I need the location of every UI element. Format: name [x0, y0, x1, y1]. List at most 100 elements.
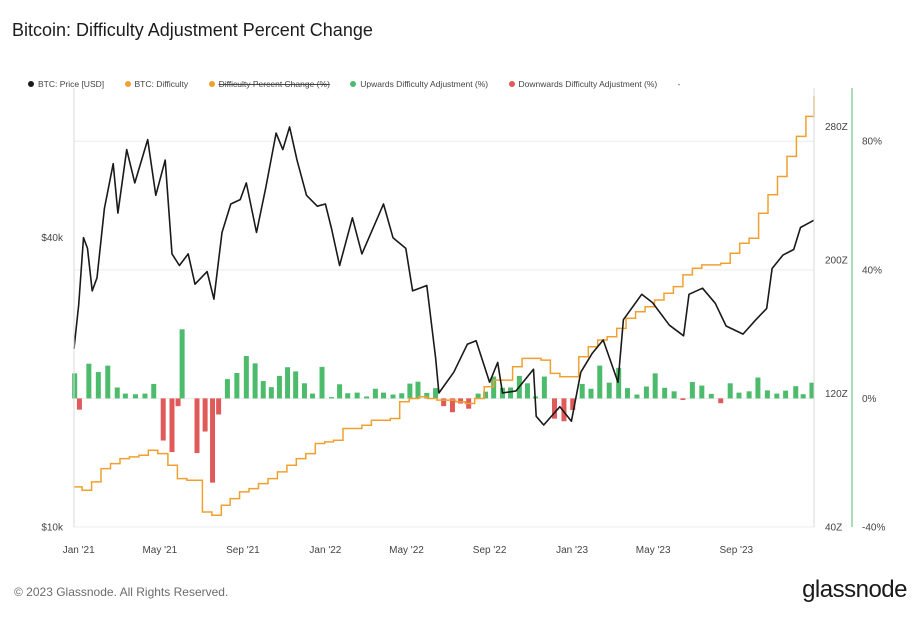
price-line — [73, 126, 815, 426]
bar-39 — [407, 383, 413, 399]
x-tick-2: Sep '21 — [226, 545, 260, 556]
bar-83 — [800, 394, 806, 399]
bar-14 — [194, 398, 200, 454]
bar-5 — [114, 387, 120, 399]
legend-swatch-difficulty — [124, 80, 131, 87]
bar-0 — [72, 373, 78, 399]
bar-65 — [634, 394, 640, 399]
chart-legend: BTC: Price [USD] BTC: Difficulty Difficu… — [28, 79, 698, 89]
percent-tick-1: 40% — [862, 265, 882, 276]
bar-72 — [699, 385, 705, 399]
legend-label-difficulty: BTC: Difficulty — [134, 79, 189, 89]
difficulty-tick-3: 40Z — [825, 523, 842, 534]
bar-79 — [764, 390, 770, 399]
bar-25 — [285, 367, 291, 399]
legend-item-upwards[interactable]: Upwards Difficulty Adjustment (%) — [350, 79, 488, 89]
legend-swatch-price — [28, 80, 34, 87]
difficulty-tick-2: 120Z — [825, 389, 848, 400]
bar-21 — [252, 363, 258, 399]
bar-6 — [122, 393, 128, 399]
copyright-footer: © 2023 Glassnode. All Rights Reserved. — [14, 585, 229, 599]
bar-13 — [179, 329, 185, 399]
bar-80 — [774, 393, 780, 399]
bar-81 — [783, 390, 789, 399]
bar-20 — [243, 355, 249, 399]
bar-74 — [718, 398, 724, 404]
x-tick-4: May '22 — [389, 545, 424, 556]
bar-15 — [202, 398, 208, 432]
series-lines — [73, 96, 815, 517]
bar-61 — [597, 365, 603, 399]
axes — [73, 88, 853, 527]
legend-item-price[interactable]: BTC: Price [USD] — [28, 79, 104, 89]
bar-27 — [301, 383, 307, 399]
legend-item-difficulty[interactable]: BTC: Difficulty — [124, 79, 189, 89]
chart-title: Bitcoin: Difficulty Adjustment Percent C… — [12, 20, 373, 40]
difficulty-tick-0: 280Z — [825, 122, 848, 133]
legend-item-percent-change[interactable]: Difficulty Percent Change (%) — [208, 79, 330, 89]
bar-10 — [160, 398, 166, 441]
bar-24 — [276, 375, 282, 399]
bar-12 — [175, 398, 181, 407]
bar-76 — [736, 392, 742, 399]
bar-44 — [449, 398, 455, 413]
x-tick-6: Jan '23 — [556, 545, 588, 556]
difficulty-tick-1: 200Z — [825, 255, 848, 266]
bar-40 — [415, 381, 421, 399]
bar-45 — [458, 398, 464, 404]
bar-4 — [105, 365, 111, 399]
difficulty-line — [74, 96, 815, 517]
bar-53 — [524, 383, 530, 399]
legend-swatch-downwards — [508, 80, 515, 87]
bar-34 — [364, 396, 370, 399]
bar-78 — [755, 377, 761, 399]
bar-35 — [372, 388, 378, 399]
x-tick-8: Sep '23 — [719, 545, 753, 556]
legend-swatch-percent-change — [208, 80, 215, 87]
bar-43 — [441, 398, 447, 407]
bar-28 — [310, 393, 316, 399]
x-tick-5: Sep '22 — [473, 545, 507, 556]
bar-47 — [475, 393, 481, 399]
bar-48 — [483, 391, 489, 399]
bar-30 — [328, 397, 334, 399]
legend-extra: - — [677, 79, 681, 89]
percent-tick-2: 0% — [862, 394, 877, 405]
tick-labels: $40k $10k 280Z 200Z 120Z 40Z 80% 40% 0% -40% Jan '… — [41, 122, 885, 556]
bar-51 — [508, 387, 514, 399]
bar-55 — [541, 376, 547, 399]
bar-77 — [746, 391, 752, 399]
bar-36 — [381, 392, 387, 399]
bar-23 — [268, 387, 274, 399]
bar-68 — [662, 387, 668, 399]
price-tick-1: $10k — [41, 523, 64, 534]
bar-57 — [561, 398, 567, 422]
bar-69 — [671, 391, 677, 399]
bar-29 — [319, 366, 325, 399]
bar-62 — [606, 382, 612, 399]
legend-label-upwards: Upwards Difficulty Adjustment (%) — [360, 79, 489, 89]
legend-item-downwards[interactable]: Downwards Difficulty Adjustment (%) — [508, 79, 657, 89]
bar-8 — [142, 393, 148, 399]
bar-22 — [260, 381, 266, 399]
x-tick-7: May '23 — [636, 545, 671, 556]
gridlines — [74, 140, 814, 528]
bar-18 — [224, 379, 230, 399]
legend-label-price: BTC: Price [USD] — [38, 79, 105, 89]
bar-58 — [570, 398, 576, 410]
bar-2 — [86, 363, 92, 399]
bar-33 — [354, 392, 360, 399]
bar-9 — [151, 383, 157, 399]
bar-32 — [345, 393, 351, 399]
bar-17 — [216, 398, 222, 415]
bar-60 — [588, 388, 594, 399]
bar-84 — [809, 382, 815, 399]
percent-tick-3: -40% — [862, 523, 885, 534]
bar-11 — [169, 398, 175, 453]
bar-66 — [643, 386, 649, 399]
percent-tick-0: 80% — [862, 137, 882, 148]
bar-64 — [624, 388, 630, 399]
bar-31 — [337, 384, 343, 399]
bar-82 — [793, 386, 799, 399]
bar-7 — [132, 394, 138, 399]
